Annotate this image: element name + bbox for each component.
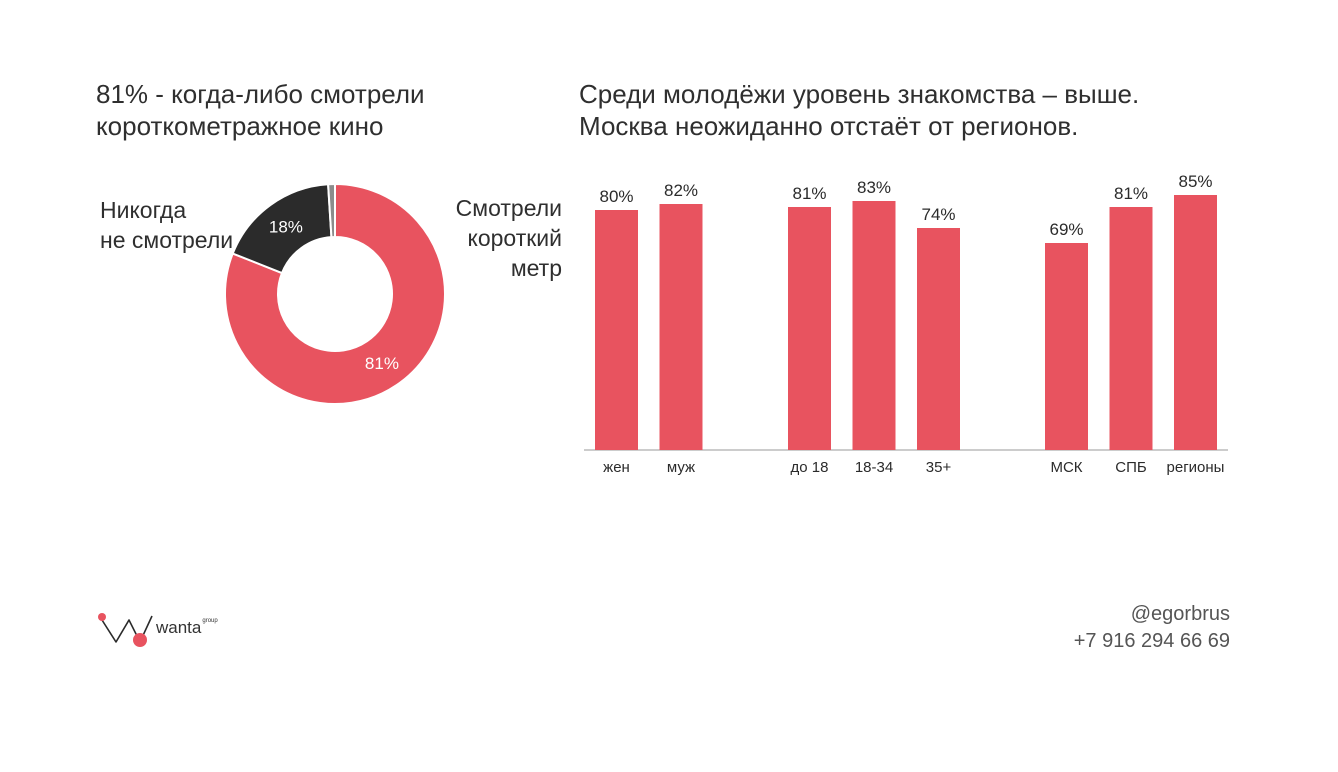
bar-value-label-2: 81% bbox=[792, 184, 826, 203]
bar-value-label-6: 81% bbox=[1114, 184, 1148, 203]
bar-chart-title-line-2: Москва неожиданно отстаёт от регионов. bbox=[579, 111, 1079, 141]
bar-value-label-0: 80% bbox=[599, 187, 633, 206]
watched-label: Смотрели короткий метр bbox=[420, 193, 562, 283]
bar-3 bbox=[852, 201, 896, 450]
bar-category-label-4: 35+ bbox=[926, 459, 952, 476]
logo-text: wantagroup bbox=[156, 618, 218, 637]
watched-label-line-3: метр bbox=[510, 255, 562, 281]
watched-label-line-1: Смотрели bbox=[455, 195, 562, 221]
bar-0 bbox=[595, 210, 638, 450]
bar-chart-title-line-1: Среди молодёжи уровень знакомства – выше… bbox=[579, 79, 1140, 109]
donut-slice-2 bbox=[327, 182, 336, 239]
bar-6 bbox=[1109, 207, 1153, 450]
logo-sup: group bbox=[202, 618, 218, 624]
never-watched-label-line-2: не смотрели bbox=[100, 227, 234, 253]
bar-7 bbox=[1174, 195, 1217, 450]
donut-slice-label-0: 81% bbox=[365, 354, 399, 373]
bar-value-label-3: 83% bbox=[857, 178, 891, 197]
bar-value-label-4: 74% bbox=[921, 205, 955, 224]
bar-2 bbox=[788, 207, 831, 450]
bar-category-label-7: регионы bbox=[1167, 459, 1225, 476]
donut-slice-0 bbox=[224, 182, 446, 405]
never-watched-label: Никогда не смотрели bbox=[100, 195, 260, 255]
bar-category-label-1: муж bbox=[667, 459, 695, 476]
bar-5 bbox=[1045, 243, 1088, 450]
contact-phone: +7 916 294 66 69 bbox=[1073, 630, 1230, 652]
contact-info: @egorbrus +7 916 294 66 69 bbox=[1074, 601, 1230, 655]
never-watched-label-line-1: Никогда bbox=[100, 197, 187, 223]
bar-value-label-7: 85% bbox=[1178, 172, 1212, 191]
bar-category-label-3: 18-34 bbox=[855, 459, 893, 476]
bar-value-label-1: 82% bbox=[664, 181, 698, 200]
donut-slice-label-1: 18% bbox=[269, 217, 303, 236]
bar-category-label-5: МСК bbox=[1050, 459, 1082, 476]
contact-handle: @egorbrus bbox=[1130, 603, 1230, 625]
bar-category-label-2: до 18 bbox=[791, 459, 829, 476]
bar-value-label-5: 69% bbox=[1049, 220, 1083, 239]
bar-chart: 80% жен 82% муж 81% до 18 83% 18-34 74% 35+ 69% МСК… bbox=[584, 172, 1228, 476]
bar-category-label-6: СПБ bbox=[1115, 459, 1147, 476]
bar-category-label-0: жен bbox=[603, 459, 630, 476]
bar-4 bbox=[917, 228, 960, 450]
donut-chart-title: 81% - когда-либо смотрели короткометражн… bbox=[96, 79, 425, 141]
logo-mark-icon bbox=[98, 613, 153, 647]
bar-chart-title: Среди молодёжи уровень знакомства – выше… bbox=[579, 78, 1279, 142]
bar-1 bbox=[659, 204, 703, 450]
watched-label-line-2: короткий bbox=[467, 225, 562, 251]
donut-chart: 81% 18% bbox=[224, 182, 446, 405]
wanta-logo: wantagroup bbox=[96, 608, 256, 652]
